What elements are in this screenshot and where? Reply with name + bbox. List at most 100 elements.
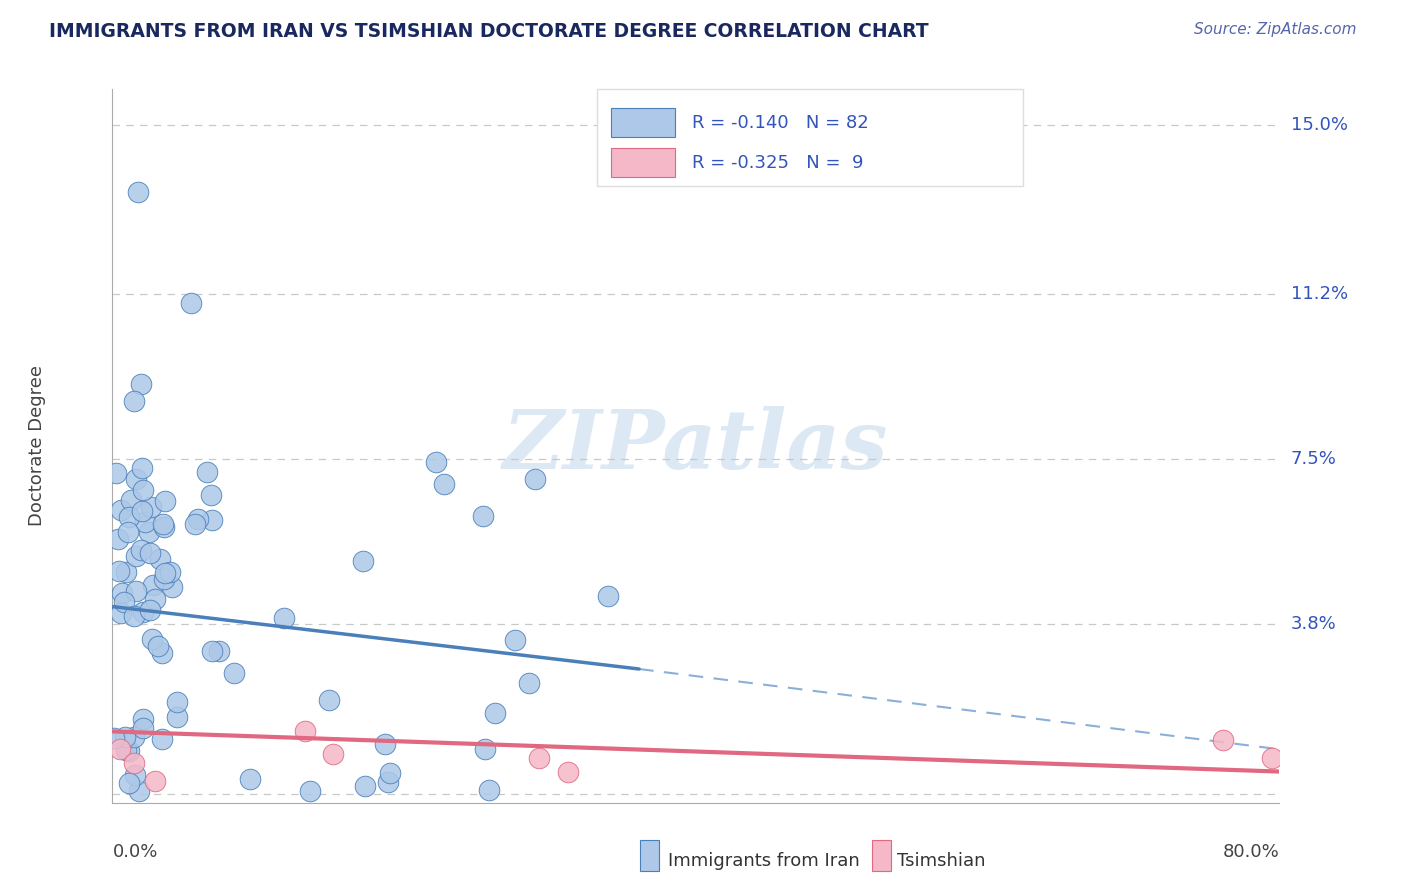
Point bbox=[299, 784, 322, 798]
Point bbox=[294, 724, 316, 739]
FancyBboxPatch shape bbox=[610, 148, 675, 177]
Text: 80.0%: 80.0% bbox=[1223, 843, 1279, 861]
Text: 15.0%: 15.0% bbox=[1291, 116, 1347, 134]
Point bbox=[471, 509, 494, 524]
Text: IMMIGRANTS FROM IRAN VS TSIMSHIAN DOCTORATE DEGREE CORRELATION CHART: IMMIGRANTS FROM IRAN VS TSIMSHIAN DOCTOR… bbox=[49, 22, 929, 41]
Text: ZIPatlas: ZIPatlas bbox=[503, 406, 889, 486]
Point bbox=[318, 692, 340, 706]
Point bbox=[425, 455, 447, 469]
Point bbox=[124, 472, 146, 486]
Point bbox=[114, 731, 136, 745]
Point bbox=[142, 578, 165, 592]
FancyBboxPatch shape bbox=[596, 89, 1022, 186]
Point bbox=[222, 665, 245, 680]
Point bbox=[152, 520, 174, 534]
Point bbox=[122, 756, 145, 770]
Text: R = -0.140   N = 82: R = -0.140 N = 82 bbox=[693, 114, 869, 132]
Point bbox=[118, 509, 141, 524]
Point bbox=[115, 565, 138, 579]
Point bbox=[160, 580, 183, 594]
Point bbox=[132, 712, 155, 726]
Text: Immigrants from Iran: Immigrants from Iran bbox=[668, 852, 859, 870]
Point bbox=[153, 566, 176, 581]
Point bbox=[524, 472, 547, 486]
Point bbox=[353, 779, 375, 793]
Point bbox=[378, 765, 401, 780]
Point bbox=[104, 467, 127, 481]
Point bbox=[195, 465, 218, 479]
Point bbox=[141, 632, 163, 646]
Point bbox=[184, 516, 207, 531]
Point bbox=[138, 524, 160, 539]
Point bbox=[529, 751, 551, 765]
Point bbox=[125, 549, 148, 564]
Point bbox=[111, 586, 134, 600]
Point bbox=[124, 608, 146, 623]
Point bbox=[517, 676, 540, 690]
Point bbox=[166, 695, 188, 709]
Point bbox=[180, 296, 202, 310]
Point bbox=[150, 731, 173, 746]
Point bbox=[484, 706, 506, 720]
Point bbox=[478, 783, 501, 797]
Point bbox=[110, 503, 132, 517]
Point bbox=[108, 742, 131, 756]
Point bbox=[201, 644, 224, 658]
Point bbox=[1261, 751, 1284, 765]
Text: Source: ZipAtlas.com: Source: ZipAtlas.com bbox=[1194, 22, 1357, 37]
Point bbox=[132, 605, 155, 619]
Point bbox=[208, 644, 231, 658]
Point bbox=[122, 730, 145, 744]
Point bbox=[374, 737, 396, 751]
Point bbox=[150, 646, 173, 660]
Point bbox=[108, 565, 131, 579]
Point bbox=[110, 606, 132, 620]
Text: 3.8%: 3.8% bbox=[1291, 615, 1336, 633]
Point bbox=[131, 504, 153, 518]
Point bbox=[120, 493, 142, 508]
Text: Tsimshian: Tsimshian bbox=[897, 852, 986, 870]
Point bbox=[377, 775, 399, 789]
Point bbox=[122, 394, 145, 409]
Point bbox=[155, 493, 177, 508]
Point bbox=[322, 747, 344, 761]
Point bbox=[118, 775, 141, 789]
Point bbox=[139, 603, 162, 617]
Point bbox=[153, 572, 176, 586]
Point bbox=[131, 483, 153, 497]
Point bbox=[132, 721, 155, 735]
Point bbox=[187, 512, 209, 526]
Point bbox=[127, 185, 149, 199]
Text: Doctorate Degree: Doctorate Degree bbox=[28, 366, 45, 526]
Point bbox=[129, 543, 152, 558]
Point bbox=[112, 594, 135, 608]
Point bbox=[433, 477, 456, 491]
Point bbox=[273, 611, 295, 625]
Point bbox=[107, 533, 129, 547]
FancyBboxPatch shape bbox=[610, 109, 675, 137]
Point bbox=[1212, 733, 1234, 747]
Point bbox=[124, 768, 146, 782]
Point bbox=[152, 516, 174, 531]
Point bbox=[166, 710, 188, 724]
Point bbox=[118, 744, 141, 758]
Point bbox=[474, 742, 496, 756]
Point bbox=[139, 500, 162, 515]
Point bbox=[598, 590, 620, 604]
Point bbox=[200, 488, 222, 502]
Text: 7.5%: 7.5% bbox=[1291, 450, 1337, 468]
Point bbox=[129, 376, 152, 391]
Point bbox=[134, 515, 156, 529]
Text: 11.2%: 11.2% bbox=[1291, 285, 1348, 303]
Point bbox=[557, 764, 579, 779]
Point bbox=[159, 566, 181, 580]
Text: R = -0.325   N =  9: R = -0.325 N = 9 bbox=[693, 153, 863, 171]
Text: 0.0%: 0.0% bbox=[112, 843, 157, 861]
Point bbox=[117, 525, 139, 540]
Point bbox=[125, 583, 148, 598]
Point bbox=[131, 460, 153, 475]
Point bbox=[143, 591, 166, 606]
Point bbox=[239, 772, 262, 786]
Point bbox=[103, 731, 125, 745]
Point bbox=[115, 742, 138, 756]
